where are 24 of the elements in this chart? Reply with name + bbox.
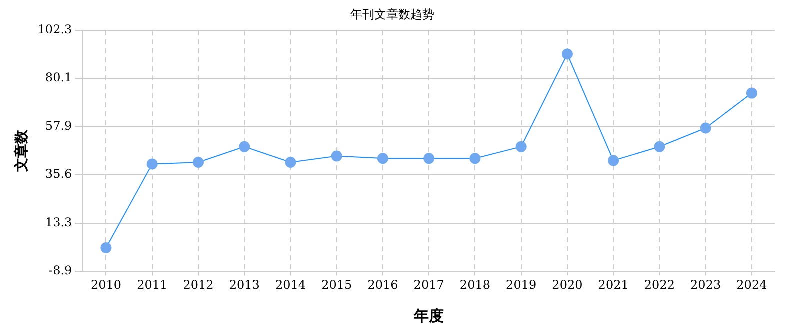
x-tick-label: 2013 [229,278,260,292]
x-tick-label: 2023 [690,278,722,292]
x-tick-label: 2019 [506,278,537,292]
y-tick-label: 102.3 [38,22,72,37]
x-tick-label: 2014 [275,278,306,292]
y-tick-label: 13.3 [45,216,72,230]
x-tick-label: 2018 [460,278,490,292]
y-tick-label: 80.1 [45,70,72,85]
x-tick-label: 2020 [552,278,583,292]
x-tick-label: 2021 [598,278,629,292]
y-tick-label: 57.9 [45,118,72,133]
x-tick-label: 2017 [414,278,444,292]
x-tick-label: 2024 [736,278,768,292]
y-tick-label: -8.9 [49,264,72,278]
x-tick-label: 2022 [644,278,675,292]
x-tick-label: 2016 [368,278,398,292]
y-tick-label: 35.6 [45,167,72,182]
x-tick-label: 2012 [183,278,214,292]
chart-title: 年刊文章数趋势 [350,7,434,22]
x-axis-title: 年度 [413,306,444,325]
x-tick-label: 2010 [90,278,122,292]
y-axis-title: 文章数 [13,129,30,173]
x-tick-label: 2015 [322,278,352,292]
x-tick-label: 2011 [137,278,168,292]
